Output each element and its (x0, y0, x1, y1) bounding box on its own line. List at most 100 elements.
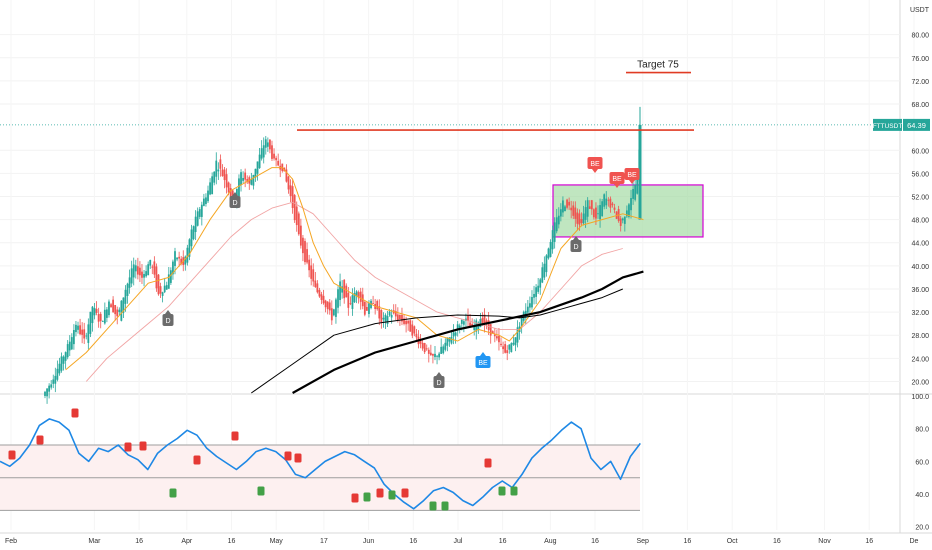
candle-body (246, 178, 249, 183)
candle-body (116, 309, 119, 317)
time-tick-label: Oct (727, 538, 738, 545)
candle-body (269, 139, 271, 150)
candle-body (66, 344, 69, 358)
candle-body (419, 339, 422, 344)
d-marker-text: D (232, 200, 237, 207)
candle-body (425, 348, 428, 350)
candle-body (601, 201, 604, 216)
be-marker-text: BE (478, 360, 488, 367)
price-tick-label: 76.00 (911, 56, 929, 63)
candle-body (512, 342, 515, 345)
candle-body (562, 200, 564, 213)
candle-body (514, 337, 517, 346)
candle-body (467, 315, 469, 321)
rsi-signal-dot (441, 501, 449, 511)
time-tick-label: 17 (320, 538, 328, 545)
candle-body (549, 241, 552, 257)
candle-body (271, 145, 273, 159)
consolidation-zone (552, 184, 704, 238)
candle-body (223, 169, 226, 181)
candle-body (516, 327, 519, 343)
candle-body (533, 293, 535, 298)
candle-body (582, 213, 585, 224)
d-marker-text: D (573, 244, 578, 251)
candle-body (557, 215, 560, 225)
currency-label: USDT (910, 7, 930, 14)
time-tick-label: Mar (88, 538, 101, 545)
candle-body (328, 302, 331, 311)
candle-body (473, 325, 476, 330)
candle-body (349, 303, 352, 305)
candle-body (326, 301, 329, 310)
d-marker: D (229, 192, 241, 208)
candle-body (83, 329, 86, 339)
be-marker-box (475, 356, 491, 368)
rsi-signal-dot (257, 486, 265, 496)
candle-body (454, 332, 457, 336)
candle-body (401, 314, 403, 322)
candle-body (545, 255, 548, 273)
d-marker-box (570, 240, 582, 252)
candle-body (128, 277, 131, 288)
price-tick-label: 48.00 (911, 218, 929, 225)
candle-body (56, 368, 59, 380)
candle-body (139, 267, 141, 276)
time-tick-label: 16 (865, 538, 873, 545)
be-marker-pointer (592, 169, 598, 173)
time-tick-label: 16 (773, 538, 781, 545)
candle-body (291, 186, 294, 208)
candle-body (215, 160, 218, 177)
candle-body (483, 314, 486, 325)
candle-body (312, 269, 315, 282)
rsi-tick-label: 40.0 (915, 492, 929, 499)
rsi-signal-dot (169, 488, 177, 498)
candle-body (415, 333, 418, 338)
candle-body (590, 200, 593, 210)
candle-body (547, 248, 550, 259)
candle-body (48, 385, 51, 392)
price-tick-label: 36.00 (911, 287, 929, 294)
candle-body (205, 197, 207, 204)
rsi-signal-dot (376, 488, 384, 498)
candle-body (322, 295, 325, 304)
candle-body (202, 198, 205, 206)
be-marker-text: BE (627, 172, 637, 179)
candle-body (409, 320, 412, 332)
price-tick-label: 20.00 (911, 379, 929, 386)
candle-body (81, 329, 84, 335)
candle-body (174, 251, 176, 267)
candle-body (481, 318, 484, 324)
rsi-line (0, 418, 641, 510)
candle-body (491, 331, 494, 334)
candle-body (143, 273, 145, 278)
rsi-signal-dot (498, 486, 506, 496)
rsi-tick-label: 60.0 (915, 459, 929, 466)
rsi-signal-dot (231, 431, 239, 441)
price-tick-label: 40.00 (911, 264, 929, 271)
candle-body (388, 311, 391, 316)
candle-body (572, 205, 575, 216)
candle-body (207, 190, 209, 202)
candle-body (543, 263, 546, 278)
candle-body (213, 171, 216, 183)
candle-body (353, 293, 356, 303)
rsi-signal-dot (429, 501, 437, 511)
candle-body (229, 188, 232, 199)
candle-body (405, 320, 408, 325)
candle-body (609, 198, 612, 208)
rsi-signal-dot (388, 490, 396, 500)
candle-body (231, 190, 234, 200)
candle-body (568, 201, 571, 206)
candle-body (578, 213, 581, 225)
candle-body (155, 266, 158, 289)
candle-body (77, 325, 79, 330)
be-marker-text: BE (590, 161, 600, 168)
price-tick-label: 60.00 (911, 148, 929, 155)
candle-body (438, 353, 441, 358)
candle-body (623, 216, 626, 224)
candle-body (209, 182, 211, 195)
candle-body (211, 176, 214, 195)
candle-body (380, 310, 383, 323)
rsi-signal-dot (139, 441, 147, 451)
